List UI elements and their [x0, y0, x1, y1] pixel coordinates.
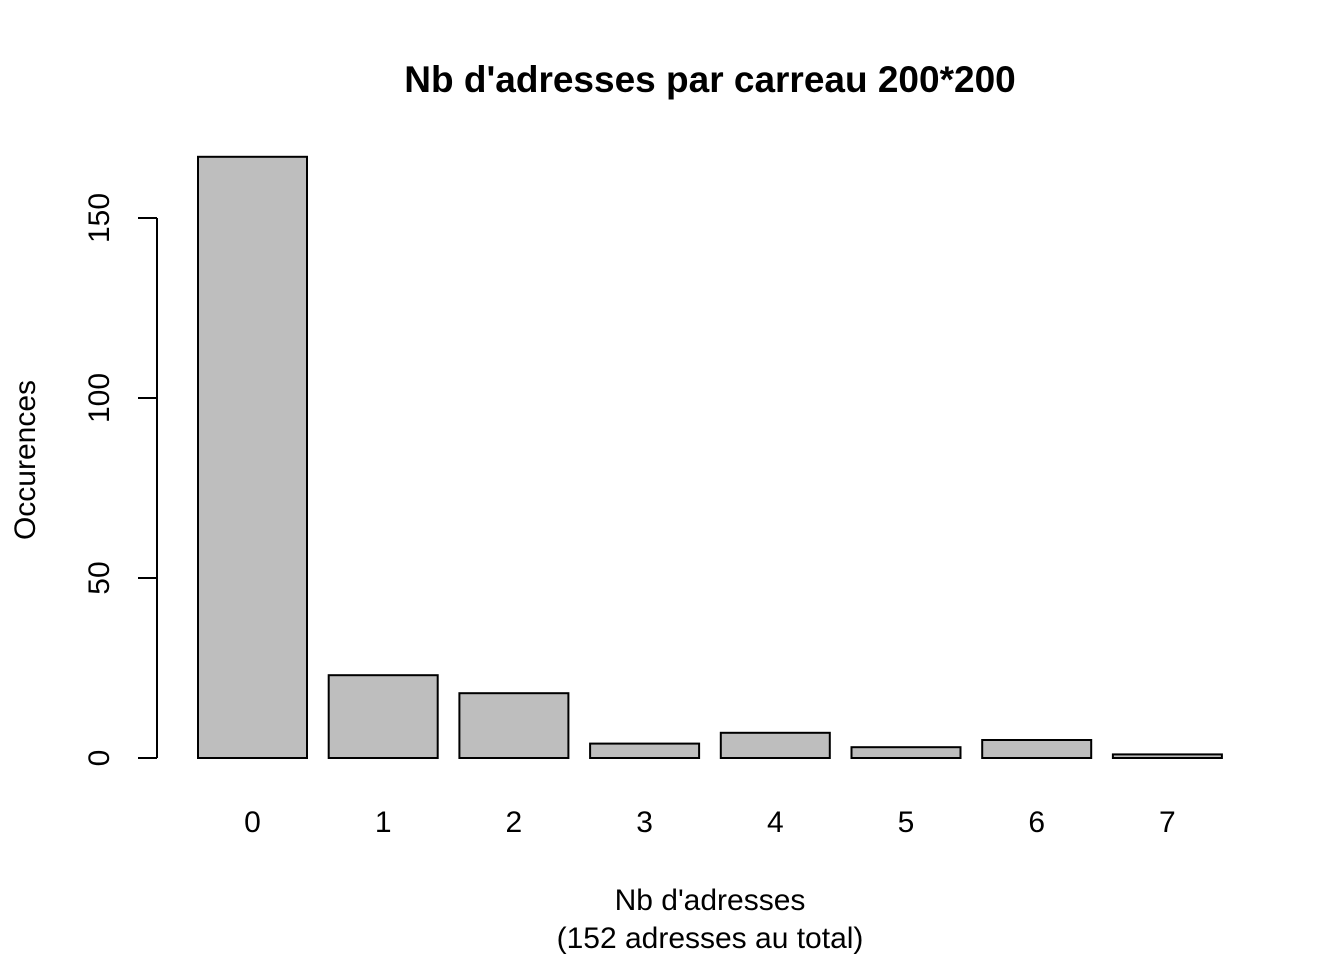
bar-0 [198, 157, 307, 758]
chart-title: Nb d'adresses par carreau 200*200 [404, 59, 1015, 100]
x-tick-label: 4 [767, 806, 784, 839]
bar-3 [590, 744, 699, 758]
y-tick-label: 150 [83, 193, 116, 243]
bar-1 [329, 675, 438, 758]
x-axis-subtitle: (152 adresses au total) [557, 922, 864, 955]
y-tick-label: 50 [83, 561, 116, 594]
bar-2 [459, 693, 568, 758]
x-tick-label: 3 [636, 806, 653, 839]
bar-6 [982, 740, 1091, 758]
bar-5 [852, 747, 961, 758]
y-tick-label: 0 [83, 750, 116, 767]
x-tick-label: 2 [506, 806, 523, 839]
x-tick-label: 5 [898, 806, 915, 839]
x-axis-title: Nb d'adresses [615, 884, 806, 917]
x-tick-label: 6 [1028, 806, 1045, 839]
x-tick-label: 0 [244, 806, 261, 839]
x-tick-label: 7 [1159, 806, 1176, 839]
x-axis: 0 1 2 3 4 5 6 7 [244, 806, 1176, 839]
y-tick-label: 100 [83, 373, 116, 423]
x-tick-label: 1 [375, 806, 392, 839]
bar-7 [1113, 754, 1222, 758]
y-axis: 0 50 100 150 [83, 193, 157, 766]
y-axis-title: Occurences [9, 380, 42, 540]
bars-layer [198, 157, 1222, 758]
bar-4 [721, 733, 830, 758]
